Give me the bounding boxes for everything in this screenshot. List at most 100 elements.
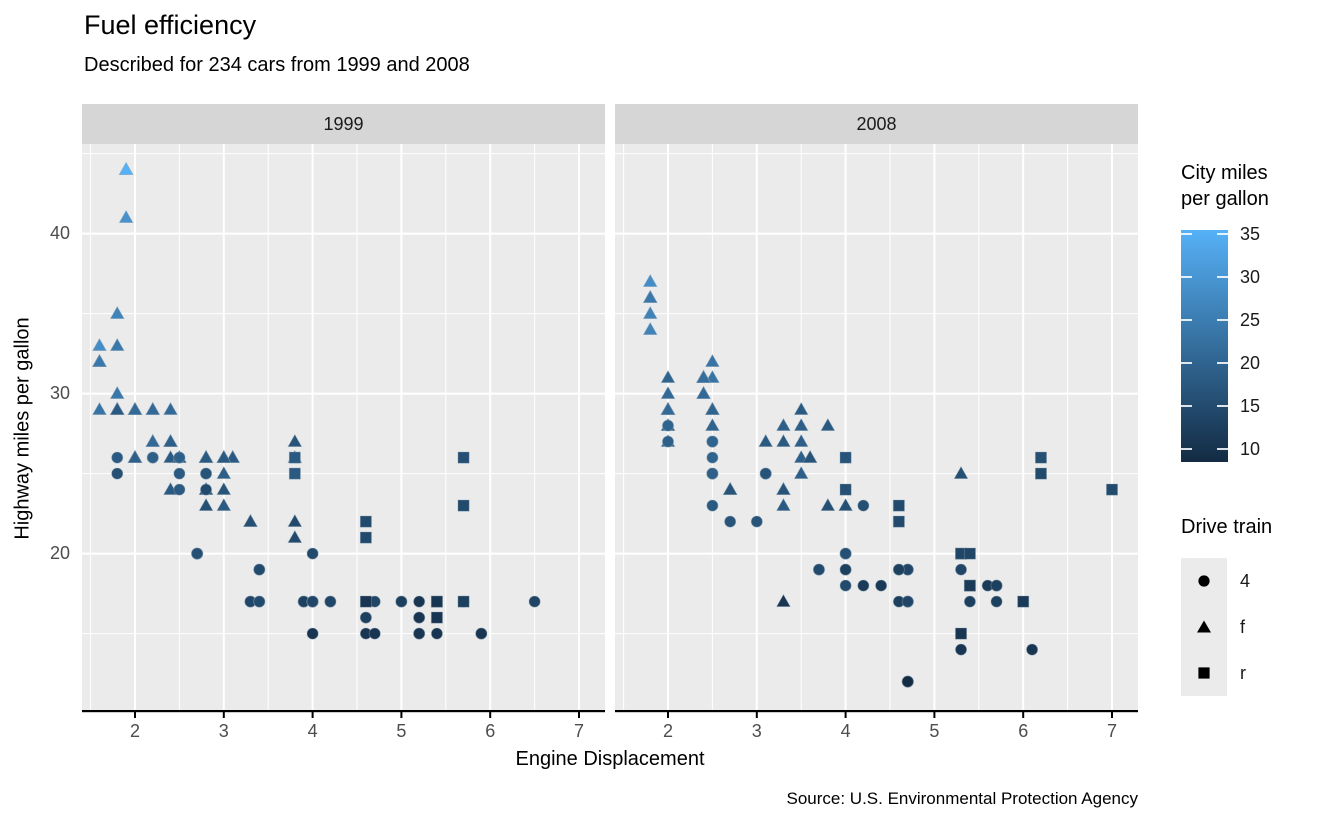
color-legend-title: City miles per gallon xyxy=(1181,160,1269,212)
data-point xyxy=(750,515,763,528)
data-point xyxy=(359,515,372,528)
colorbar-tick xyxy=(1181,232,1192,235)
panel-background xyxy=(82,144,605,710)
source-caption: Source: U.S. Environmental Protection Ag… xyxy=(786,789,1138,808)
data-point xyxy=(287,513,303,528)
data-point xyxy=(430,595,443,608)
data-point xyxy=(145,401,161,416)
color-legend: 35 30 25 20 15 10 xyxy=(1181,225,1260,462)
data-point xyxy=(696,369,712,384)
data-point xyxy=(857,579,870,592)
data-point xyxy=(839,579,852,592)
x-axis-line xyxy=(615,710,1138,713)
data-point xyxy=(191,547,204,560)
colorbar-tick xyxy=(1181,361,1192,364)
data-point xyxy=(306,627,319,640)
data-point xyxy=(839,563,852,576)
y-axis-title: Highway miles per gallon xyxy=(11,317,34,540)
facet-strip-2008: 2008 xyxy=(615,104,1138,144)
data-point xyxy=(660,369,676,384)
data-point xyxy=(955,643,968,656)
shape-legend-item-4wd: 4 xyxy=(1181,558,1250,604)
data-point xyxy=(793,401,809,416)
data-point xyxy=(173,483,186,496)
data-point xyxy=(857,499,870,512)
x-tick-label: 4 xyxy=(308,721,318,741)
data-point xyxy=(963,579,976,592)
data-point xyxy=(109,337,125,352)
data-point xyxy=(820,417,836,432)
data-point xyxy=(642,305,658,320)
data-point xyxy=(163,401,179,416)
data-point xyxy=(706,499,719,512)
color-gradient-bar xyxy=(1181,230,1228,462)
data-point xyxy=(413,627,426,640)
facet-2008: 2008 2 3 4 5 6 7 xyxy=(615,104,1138,756)
data-point xyxy=(253,595,266,608)
colorbar-tick-label: 25 xyxy=(1240,309,1261,330)
data-point xyxy=(109,401,125,416)
shape-legend-label: 4 xyxy=(1240,570,1251,591)
colorbar-tick xyxy=(1217,404,1228,407)
shape-legend-item-rear: r xyxy=(1181,650,1250,696)
data-point xyxy=(91,401,107,416)
x-tick-label: 3 xyxy=(219,721,229,741)
data-point xyxy=(216,481,232,496)
data-point xyxy=(1026,643,1039,656)
data-point xyxy=(793,417,809,432)
x-tick-label: 5 xyxy=(396,721,406,741)
colorbar-tick xyxy=(1217,232,1228,235)
data-point xyxy=(775,497,791,512)
data-point xyxy=(642,273,658,288)
data-point xyxy=(775,481,791,496)
data-point xyxy=(475,627,488,640)
data-point xyxy=(198,449,214,464)
data-point xyxy=(1034,467,1047,480)
x-tick-label: 7 xyxy=(1107,721,1117,741)
data-point xyxy=(1034,451,1047,464)
data-point xyxy=(901,595,914,608)
data-point xyxy=(642,321,658,336)
data-point xyxy=(706,435,719,448)
data-point xyxy=(216,465,232,480)
data-point xyxy=(91,353,107,368)
shape-legend-item-front: f xyxy=(1181,604,1250,650)
data-point xyxy=(892,515,905,528)
colorbar-tick xyxy=(1181,318,1192,321)
data-point xyxy=(306,547,319,560)
data-point xyxy=(368,627,381,640)
data-point xyxy=(955,627,968,640)
colorbar-tick-label: 10 xyxy=(1240,438,1261,459)
y-tick-label: 40 xyxy=(49,222,70,243)
data-point xyxy=(1105,483,1118,496)
circle-key-icon xyxy=(1181,558,1227,604)
y-tick-label: 30 xyxy=(49,382,70,403)
data-point xyxy=(287,529,303,544)
data-point xyxy=(288,467,301,480)
data-point xyxy=(839,547,852,560)
x-tick-label: 5 xyxy=(929,721,939,741)
x-axis-title: Engine Displacement xyxy=(515,748,705,770)
colorbar-tick xyxy=(1217,447,1228,450)
data-point xyxy=(127,449,143,464)
data-point xyxy=(127,401,143,416)
data-point xyxy=(775,593,791,608)
data-point xyxy=(963,547,976,560)
data-point xyxy=(359,531,372,544)
colorbar-tick xyxy=(1181,404,1192,407)
data-point xyxy=(662,435,675,448)
data-point xyxy=(173,451,186,464)
data-point xyxy=(875,579,888,592)
chart-title: Fuel efficiency xyxy=(84,10,257,40)
data-point xyxy=(642,289,658,304)
data-point xyxy=(793,465,809,480)
panel-2008: 2 3 4 5 6 7 xyxy=(615,144,1138,741)
x-tick-label: 6 xyxy=(485,721,495,741)
data-point xyxy=(802,449,818,464)
shape-legend-label: r xyxy=(1240,662,1246,683)
data-point xyxy=(758,433,774,448)
color-legend-title-line2: per gallon xyxy=(1181,188,1269,210)
data-point xyxy=(200,483,213,496)
colorbar-tick-label: 30 xyxy=(1240,266,1261,287)
facet-strip-1999: 1999 xyxy=(82,104,605,144)
